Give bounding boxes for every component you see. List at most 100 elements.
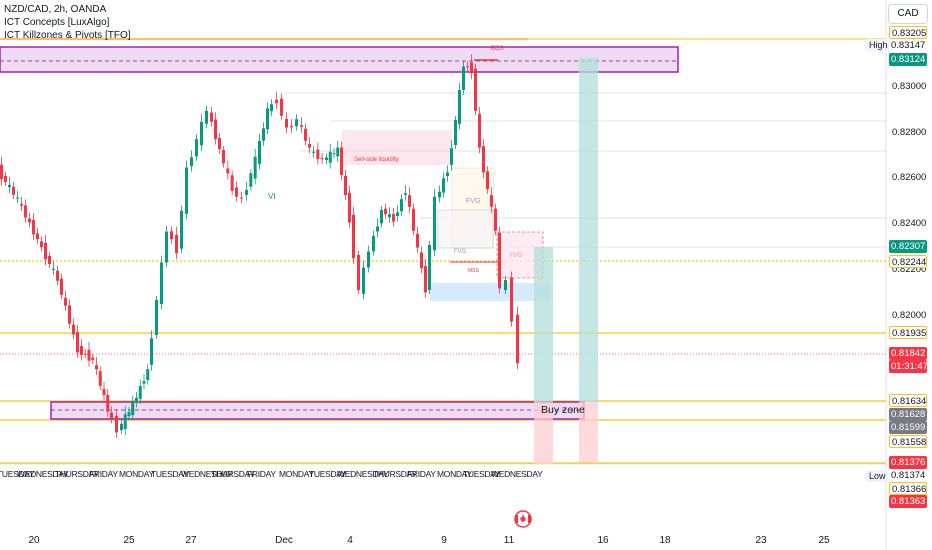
candle-body — [450, 148, 453, 165]
candle-body — [127, 412, 131, 417]
candle-body — [332, 153, 336, 155]
candle-body — [454, 120, 457, 145]
price-label: 0.81558 — [889, 435, 927, 448]
price-label: 0.81363 — [889, 495, 927, 508]
long-position-2-target[interactable] — [579, 58, 598, 402]
candle-body — [280, 98, 283, 116]
candle-body — [102, 388, 106, 396]
long-position-2-stop[interactable] — [579, 402, 598, 462]
candle-body — [76, 332, 79, 353]
currency-button[interactable]: CAD — [888, 4, 928, 24]
date-tick-label: 20 — [28, 535, 40, 546]
candle-body — [170, 231, 173, 240]
candle-body — [384, 208, 387, 215]
candle-body — [253, 156, 257, 179]
candle-body — [28, 218, 31, 223]
candle-body — [408, 195, 411, 207]
candle-body — [392, 214, 395, 222]
candle-body — [185, 167, 188, 214]
weekday-label: WEDNESDAY — [17, 469, 69, 479]
candle-body — [270, 104, 273, 112]
vi-label: VI — [268, 192, 276, 201]
date-tick-label: 27 — [185, 535, 197, 546]
candle-body — [466, 66, 469, 68]
weekday-label: FRIDAY — [247, 469, 276, 479]
candle-body — [266, 108, 269, 130]
date-tick-label: 23 — [755, 535, 767, 546]
candle-body — [262, 128, 265, 141]
candle-body — [95, 365, 98, 370]
candle-body — [214, 119, 217, 140]
candle-body — [175, 234, 178, 254]
candle-body — [336, 147, 340, 157]
canada-flag-icon[interactable] — [512, 510, 534, 528]
fvg-box-2 — [437, 209, 494, 249]
indicator-killzones[interactable]: ICT Killzones & Pivots [TFO] — [4, 30, 131, 41]
price-tick-label: 0.83000 — [892, 81, 927, 92]
price-label: 0.81842 — [889, 347, 927, 360]
candle-body — [16, 197, 19, 199]
candle-body — [146, 369, 150, 381]
price-label: 0.82244 — [889, 255, 927, 268]
candlestick-series — [0, 54, 519, 438]
candle-body — [316, 149, 320, 160]
candle-body — [348, 192, 351, 223]
candle-body — [52, 268, 55, 270]
candle-body — [504, 280, 507, 290]
candle-body — [91, 357, 95, 360]
weekday-label: THURSDAY — [211, 469, 255, 479]
candle-body — [230, 175, 234, 191]
symbol-title[interactable]: NZD/CAD, 2h, OANDA — [4, 4, 107, 15]
candle-body — [135, 397, 138, 403]
low-tag: Low — [866, 470, 889, 482]
candle-body — [12, 186, 15, 195]
weekday-label: WEDNESDAY — [181, 469, 233, 479]
indicator-luxalgo[interactable]: ICT Concepts [LuxAlgo] — [4, 17, 110, 28]
long-position-target[interactable] — [534, 247, 553, 402]
buy-zone-box[interactable] — [50, 401, 585, 420]
fvg-label-2: FVG — [454, 249, 467, 255]
candle-body — [300, 125, 303, 127]
price-label: 0.81634 — [889, 394, 927, 407]
supply-zone[interactable] — [0, 46, 679, 73]
candle-body — [285, 118, 288, 128]
weekday-label: WEDNESDAY — [337, 469, 389, 479]
candle-body — [376, 226, 379, 232]
candle-body — [478, 113, 481, 148]
weekday-label: FRIDAY — [89, 469, 118, 479]
candle-body — [226, 168, 230, 174]
candle-body — [8, 184, 11, 188]
candle-body — [222, 150, 225, 164]
candle-body — [290, 126, 293, 128]
candle-body — [362, 267, 365, 294]
candle-body — [308, 143, 311, 148]
candle-body — [56, 270, 59, 281]
candle-body — [325, 157, 328, 160]
weekday-label: TUESDAY — [0, 469, 35, 479]
bos-label: BOS — [491, 46, 504, 52]
candle-body — [205, 110, 208, 124]
candle-body — [110, 412, 113, 419]
candle-body — [68, 305, 71, 324]
candle-body — [160, 262, 163, 304]
candle-body — [433, 196, 436, 251]
weekday-label: TUESDAY — [309, 469, 347, 479]
candle-body — [428, 245, 431, 290]
candle-body — [195, 139, 198, 157]
price-label: 0.83147 — [889, 39, 927, 52]
candle-body — [295, 119, 298, 127]
candle-body — [24, 205, 27, 218]
candle-body — [235, 187, 238, 197]
candle-body — [442, 178, 445, 193]
long-position-stop[interactable] — [534, 402, 553, 464]
weekday-label: MONDAY — [437, 469, 472, 479]
candle-body — [4, 176, 7, 182]
candle-body — [87, 349, 91, 361]
weekday-label: THURSDAY — [55, 469, 99, 479]
candle-body — [486, 171, 489, 190]
chart-legend[interactable]: NZD/CAD, 2h, OANDA ICT Concepts [LuxAlgo… — [4, 3, 131, 42]
candle-body — [115, 416, 118, 433]
candle-body — [320, 157, 324, 160]
candle-body — [438, 191, 441, 198]
